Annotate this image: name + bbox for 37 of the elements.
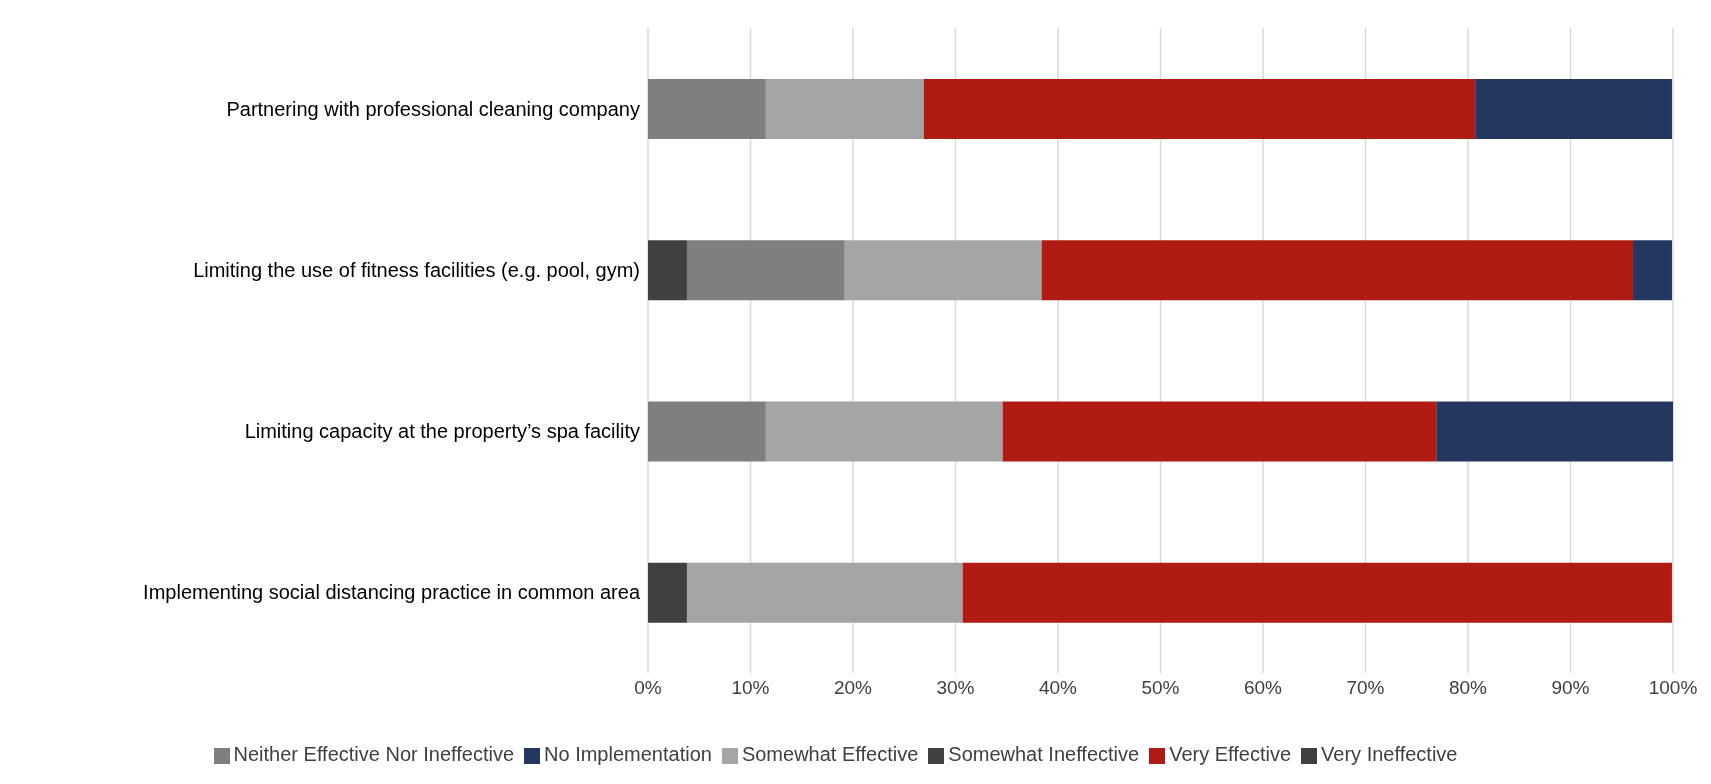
x-tick-label: 0% [634, 677, 662, 699]
bar [844, 240, 1042, 301]
legend-label: Somewhat Effective [741, 743, 919, 765]
y-tick-label: Limiting the use of fitness facilities (e.g. pool, gym) [193, 258, 640, 281]
bar [923, 79, 1476, 139]
x-tick-label: 60% [1243, 677, 1283, 699]
x-tick-label: 90% [1551, 677, 1590, 699]
bar [648, 79, 766, 139]
bar [765, 79, 924, 139]
x-tick-label: 10% [731, 677, 770, 699]
bar [1475, 79, 1672, 139]
x-tick-label: 20% [833, 677, 873, 699]
y-tick-label: Partnering with professional cleaning company [226, 97, 640, 120]
bar [1002, 401, 1437, 462]
bar [648, 401, 766, 462]
bar [648, 562, 687, 623]
legend-label: Very Ineffective [1321, 743, 1458, 765]
x-tick-label: 80% [1448, 677, 1488, 699]
y-tick-label: Implementing social distancing practice in common area [143, 581, 641, 604]
y-tick-label: Limiting capacity at the property’s spa facility [244, 420, 640, 443]
legend-label: Very Effective [1169, 743, 1292, 765]
x-tick-label: 50% [1141, 677, 1180, 699]
bar [648, 240, 687, 301]
bar [1436, 401, 1673, 462]
bar [686, 562, 963, 623]
bar [1633, 240, 1672, 301]
legend-label: No Implementation [544, 743, 712, 765]
legend-label: Neither Effective Nor Ineffective [233, 743, 515, 765]
x-tick-label: 70% [1346, 677, 1385, 699]
bar [686, 240, 845, 301]
bar [765, 401, 1003, 462]
bar [962, 562, 1672, 623]
x-tick-label: 30% [936, 677, 975, 699]
x-tick-label: 40% [1038, 677, 1078, 699]
bar [1041, 240, 1634, 301]
legend-label: Somewhat Ineffective [948, 743, 1140, 765]
x-tick-label: 100% [1648, 677, 1698, 699]
